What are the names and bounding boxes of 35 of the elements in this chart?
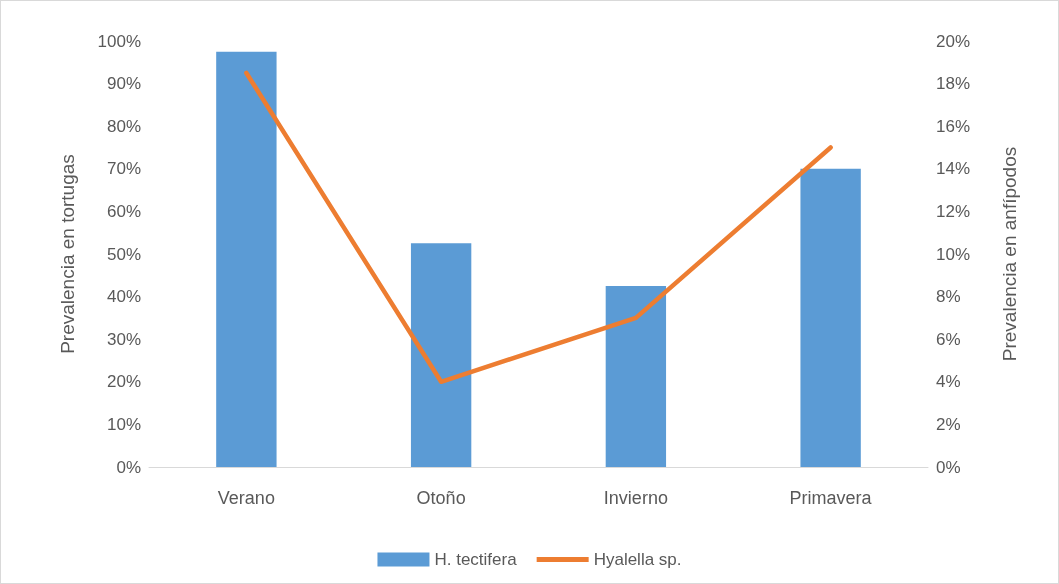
x-tick-label: Otoño <box>416 488 466 508</box>
y2-tick-label: 4% <box>936 372 961 392</box>
y-tick-label: 100% <box>97 31 141 51</box>
bar <box>216 51 277 467</box>
y-tick-label: 80% <box>106 116 141 136</box>
y2-axis-title: Prevalencia en anfípodos <box>999 146 1020 362</box>
y-tick-label: 0% <box>116 457 141 477</box>
legend-label: H. tectifera <box>434 550 518 569</box>
y2-tick-label: 6% <box>936 329 961 349</box>
x-tick-label: Verano <box>217 488 275 508</box>
x-tick-label: Invierno <box>603 488 668 508</box>
y2-tick-label: 18% <box>936 74 971 94</box>
y2-tick-label: 0% <box>936 457 961 477</box>
y-tick-label: 20% <box>106 372 141 392</box>
legend-label: Hyalella sp. <box>593 550 682 569</box>
y2-tick-label: 8% <box>936 287 961 307</box>
y-tick-label: 30% <box>106 329 141 349</box>
y2-tick-label: 12% <box>936 201 971 221</box>
y-axis-title: Prevalencia en tortugas <box>57 154 78 354</box>
y2-tick-label: 16% <box>936 116 971 136</box>
line-series <box>244 70 833 385</box>
bar <box>410 243 472 467</box>
bar <box>800 168 861 467</box>
y-tick-label: 50% <box>106 244 141 264</box>
y2-tick-label: 10% <box>936 244 971 264</box>
y-tick-label: 60% <box>106 201 141 221</box>
y-tick-label: 10% <box>106 414 141 434</box>
y-tick-label: 90% <box>106 74 141 94</box>
y2-tick-label: 2% <box>936 414 961 434</box>
y2-tick-label: 14% <box>936 159 971 179</box>
bar <box>605 285 667 467</box>
y-tick-label: 70% <box>106 159 141 179</box>
x-tick-label: Primavera <box>789 488 873 508</box>
y-tick-label: 40% <box>106 287 141 307</box>
y2-tick-label: 20% <box>936 31 971 51</box>
